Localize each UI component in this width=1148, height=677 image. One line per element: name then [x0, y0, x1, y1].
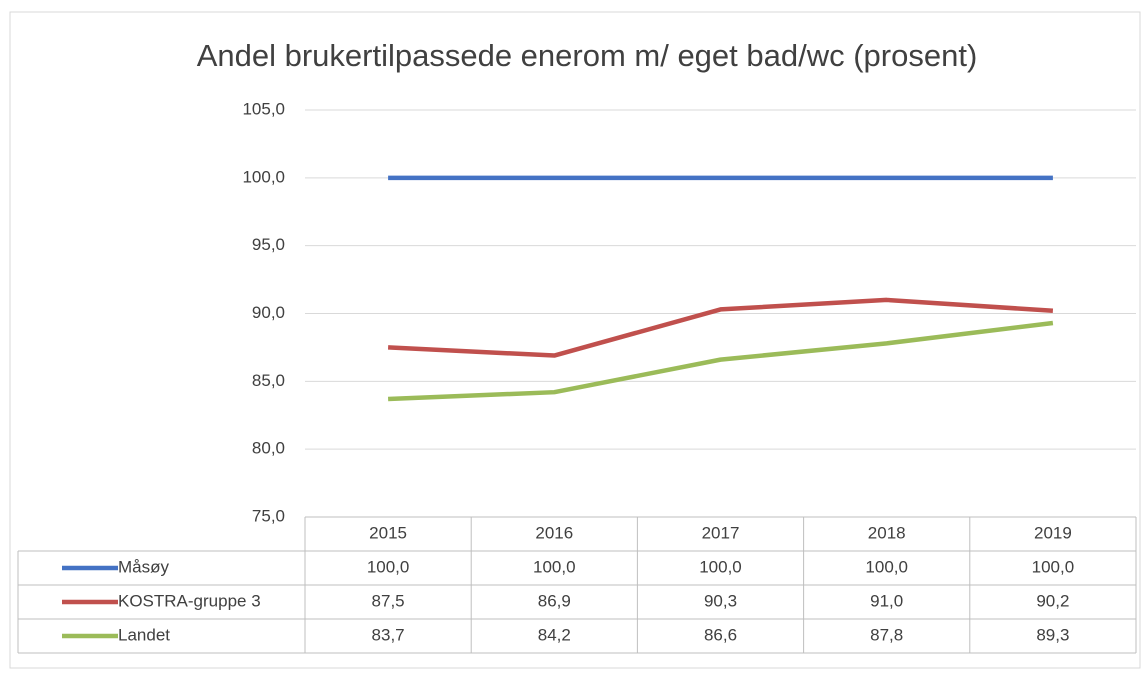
- legend-label: KOSTRA-gruppe 3: [118, 591, 261, 610]
- table-value: 100,0: [533, 557, 576, 576]
- table-value: 100,0: [699, 557, 742, 576]
- y-tick-label: 80,0: [252, 439, 285, 458]
- table-value: 87,8: [870, 625, 903, 644]
- table-value: 100,0: [865, 557, 908, 576]
- x-tick-label: 2017: [702, 523, 740, 542]
- y-tick-label: 85,0: [252, 371, 285, 390]
- table-value: 90,3: [704, 591, 737, 610]
- series-line: [387, 297, 1054, 358]
- y-tick-label: 75,0: [252, 506, 285, 525]
- chart-title: Andel brukertilpassede enerom m/ eget ba…: [197, 38, 978, 73]
- series-line: [388, 320, 1054, 402]
- table-value: 83,7: [372, 625, 405, 644]
- chart-frame: [9, 11, 1141, 669]
- legend-label: Måsøy: [118, 557, 170, 576]
- table-value: 86,6: [704, 625, 737, 644]
- y-tick-label: 90,0: [252, 303, 285, 322]
- y-tick-label: 95,0: [252, 235, 285, 254]
- table-value: 87,5: [372, 591, 405, 610]
- x-tick-label: 2016: [535, 523, 573, 542]
- table-value: 100,0: [1032, 557, 1075, 576]
- table-value: 84,2: [538, 625, 571, 644]
- table-value: 100,0: [367, 557, 410, 576]
- x-tick-label: 2015: [369, 523, 407, 542]
- legend-label: Landet: [118, 625, 170, 644]
- table-value: 89,3: [1036, 625, 1069, 644]
- table-value: 90,2: [1036, 591, 1069, 610]
- y-tick-label: 105,0: [242, 99, 285, 118]
- x-tick-label: 2018: [868, 523, 906, 542]
- y-tick-label: 100,0: [242, 167, 285, 186]
- x-tick-label: 2019: [1034, 523, 1072, 542]
- table-value: 91,0: [870, 591, 903, 610]
- table-value: 86,9: [538, 591, 571, 610]
